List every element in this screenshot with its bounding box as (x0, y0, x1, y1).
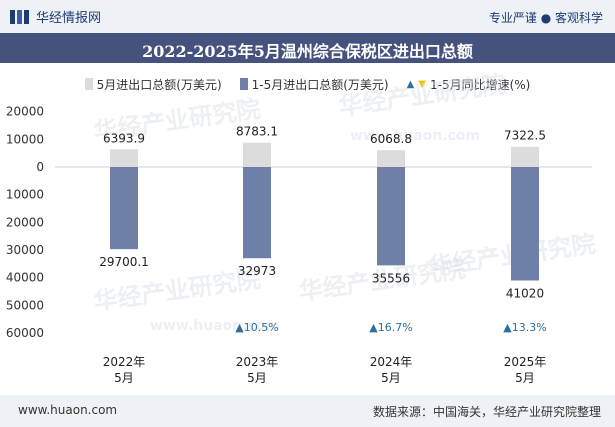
data-label-ytd: 32973 (238, 264, 276, 278)
triangle-down-icon: ▼ (418, 78, 426, 90)
legend-label-may: 5月进出口总额(万美元) (96, 77, 222, 92)
bar-may (377, 150, 405, 167)
data-label-may: 6393.9 (103, 131, 145, 145)
triangle-up-icon: ▲ (406, 78, 415, 90)
x-tick-label: 5月 (515, 371, 535, 385)
x-axis: 2022年 5月 2023年 5月 2024年 5月 2025年 5月 (103, 355, 547, 385)
data-label-may: 8783.1 (236, 125, 278, 139)
watermark-text: 华经产业研究院 (92, 265, 262, 316)
bar-may (110, 149, 138, 167)
bar-ytd (377, 167, 405, 266)
bar-ytd (511, 167, 539, 281)
data-label-ytd: 29700.1 (99, 255, 149, 269)
data-source: 数据来源：中国海关，华经产业研究院整理 (372, 405, 601, 419)
x-tick-label: 2023年 (236, 355, 279, 369)
website-link[interactable]: www.huaon.com (18, 403, 118, 417)
top-bar: 华经情报网 专业严谨 ● 客观科学 (0, 0, 615, 33)
y-tick-label: 10000 (6, 132, 44, 146)
watermark-text: 华经产业研究院 (337, 70, 507, 121)
y-tick-label: 0 (36, 160, 44, 174)
bar-ytd (110, 167, 138, 250)
x-tick-label: 5月 (247, 371, 267, 385)
legend-item-growth[interactable]: ▲ ▼ 1-5月同比增速(%) (407, 74, 531, 94)
legend: 5月进出口总额(万美元) 1-5月进出口总额(万美元) ▲ ▼ 1-5月同比增速(… (0, 74, 615, 94)
y-tick-label: 30000 (6, 243, 44, 257)
bars (110, 142, 539, 281)
watermark-url: www.huaon.com (350, 128, 480, 144)
chart-title: 2022-2025年5月温州综合保税区进出口总额 (142, 42, 473, 61)
y-tick-label: 40000 (6, 271, 44, 285)
huajing-logo-icon (10, 9, 30, 25)
legend-label-growth: 1-5月同比增速(%) (430, 77, 531, 92)
data-label-ytd: 35556 (372, 271, 410, 285)
title-bar: 2022-2025年5月温州综合保税区进出口总额 (0, 33, 615, 63)
x-tick-label: 5月 (381, 371, 401, 385)
y-tick-label: 20000 (6, 215, 44, 229)
legend-label-ytd: 1-5月进出口总额(万美元) (251, 77, 389, 92)
brand[interactable]: 华经情报网 (10, 7, 101, 26)
watermark-url: www.huaon.com (150, 318, 280, 334)
data-label-may: 7322.5 (504, 129, 546, 143)
x-tick-label: 2024年 (370, 355, 413, 369)
bar-may (243, 142, 271, 167)
growth-label: ▲16.7% (369, 321, 412, 334)
growth-label: ▲10.5% (235, 321, 278, 334)
footer: www.huaon.com 数据来源：中国海关，华经产业研究院整理 (0, 395, 615, 427)
y-tick-label: 10000 (6, 188, 44, 202)
growth-label: ▲13.3% (503, 321, 546, 334)
bar-may (511, 146, 539, 167)
y-tick-label: 60000 (6, 326, 44, 340)
data-label-ytd: 41020 (506, 286, 544, 300)
brand-name: 华经情报网 (36, 11, 102, 26)
x-tick-label: 5月 (114, 371, 134, 385)
legend-item-may[interactable]: 5月进出口总额(万美元) (84, 74, 222, 94)
bar-ytd (243, 167, 271, 259)
slogan: 专业严谨 ● 客观科学 (488, 11, 603, 25)
legend-swatch-may (84, 78, 93, 90)
y-tick-label: 20000 (6, 105, 44, 119)
legend-swatch-ytd (239, 78, 248, 90)
legend-item-ytd[interactable]: 1-5月进出口总额(万美元) (239, 74, 389, 94)
data-label-may: 6068.8 (370, 132, 412, 146)
data-labels: 6393.9 29700.1 8783.1 32973 ▲10.5% 6068.8 3555… (99, 125, 547, 334)
y-tick-label: 50000 (6, 298, 44, 312)
x-tick-label: 2022年 (103, 355, 146, 369)
x-tick-label: 2025年 (504, 355, 547, 369)
y-axis: 20000 10000 0 10000 20000 30000 40000 50000 6000… (6, 105, 592, 340)
